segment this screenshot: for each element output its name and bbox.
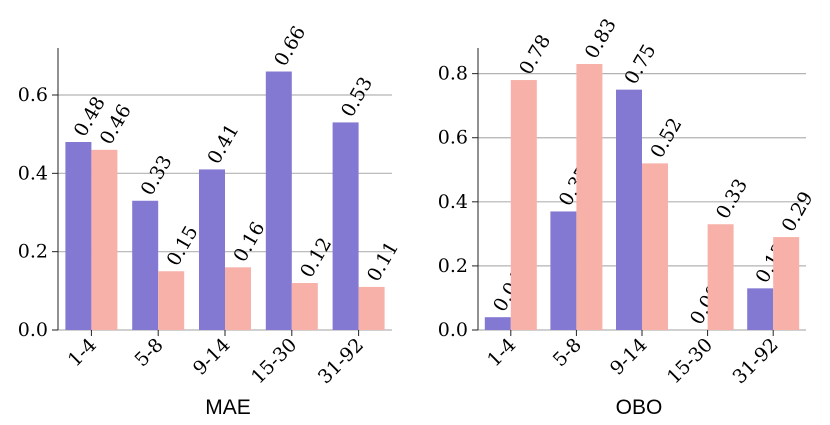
obo-ytick-label: 0.2	[438, 255, 468, 277]
obo-bar-b	[707, 224, 734, 330]
obo-bar-a	[616, 89, 642, 330]
mae-xtick-label: 5-8	[131, 334, 168, 371]
mae-bar-a	[332, 122, 359, 331]
obo-xtick-label: 1-4	[483, 334, 520, 371]
mae-bar-b	[225, 267, 251, 330]
obo-bar-a	[550, 211, 577, 330]
obo-xtick-label: 31-92	[728, 334, 782, 388]
obo-ytick-label: 0.0	[438, 319, 468, 341]
obo-ytick-label: 0.4	[438, 191, 468, 213]
obo-bar-b	[510, 80, 537, 330]
obo-ytick-label: 0.6	[438, 127, 468, 149]
mae-x-axis-title: MAE	[205, 396, 251, 419]
mae-bar-b	[91, 149, 118, 330]
mae-bar-b	[158, 271, 185, 330]
mae-xtick-label: 31-92	[314, 334, 368, 388]
mae-bar-a	[65, 142, 92, 330]
mae-data-label: 0.33	[136, 152, 176, 200]
mae-bar-a	[132, 200, 159, 330]
obo-xtick-label: 9-14	[606, 334, 652, 380]
mae-xtick-label: 9-14	[189, 334, 235, 380]
mae-xtick-label: 15-30	[247, 334, 301, 388]
mae-data-label: 0.41	[203, 120, 243, 168]
mae-bar-b	[358, 286, 385, 330]
obo-data-label: 0.78	[515, 31, 555, 79]
mae-ytick-label: 0.4	[18, 162, 48, 184]
mae-data-label: 0.16	[229, 218, 269, 266]
mae-ytick-label: 0.6	[18, 84, 48, 106]
mae-data-label: 0.15	[162, 222, 202, 270]
obo-bar-a	[747, 288, 774, 330]
mae-bar-a	[199, 169, 225, 330]
mae-bar-b	[291, 283, 318, 330]
obo-data-label: 0.33	[712, 175, 752, 223]
obo-bar-b	[773, 237, 800, 330]
obo-data-label: 0.75	[620, 41, 660, 89]
obo-ytick-label: 0.8	[438, 63, 468, 85]
mae-data-label: 0.53	[337, 73, 377, 121]
obo-chart-panel: 0.00.20.40.60.80.040.781-40.370.835-80.7…	[438, 15, 818, 419]
obo-data-label: 0.83	[581, 15, 621, 63]
obo-xtick-label: 15-30	[663, 334, 717, 388]
obo-bar-a	[484, 317, 511, 330]
mae-chart-panel: 0.00.20.40.6 0.480.461-40.330.155-80.410.…	[18, 22, 403, 419]
mae-xtick-label: 1-4	[64, 334, 101, 371]
obo-bar-b	[642, 163, 668, 330]
mae-data-label: 0.12	[296, 234, 336, 282]
mae-ytick-label: 0.2	[18, 241, 48, 263]
obo-data-label: 0.29	[777, 188, 817, 236]
mae-data-label: 0.11	[363, 238, 403, 286]
mae-ytick-label: 0.0	[18, 319, 48, 341]
obo-xtick-label: 5-8	[549, 334, 586, 371]
mae-data-label: 0.66	[270, 22, 310, 70]
mae-bar-a	[265, 71, 292, 330]
obo-bar-b	[576, 64, 603, 330]
obo-x-axis-title: OBO	[616, 396, 663, 419]
